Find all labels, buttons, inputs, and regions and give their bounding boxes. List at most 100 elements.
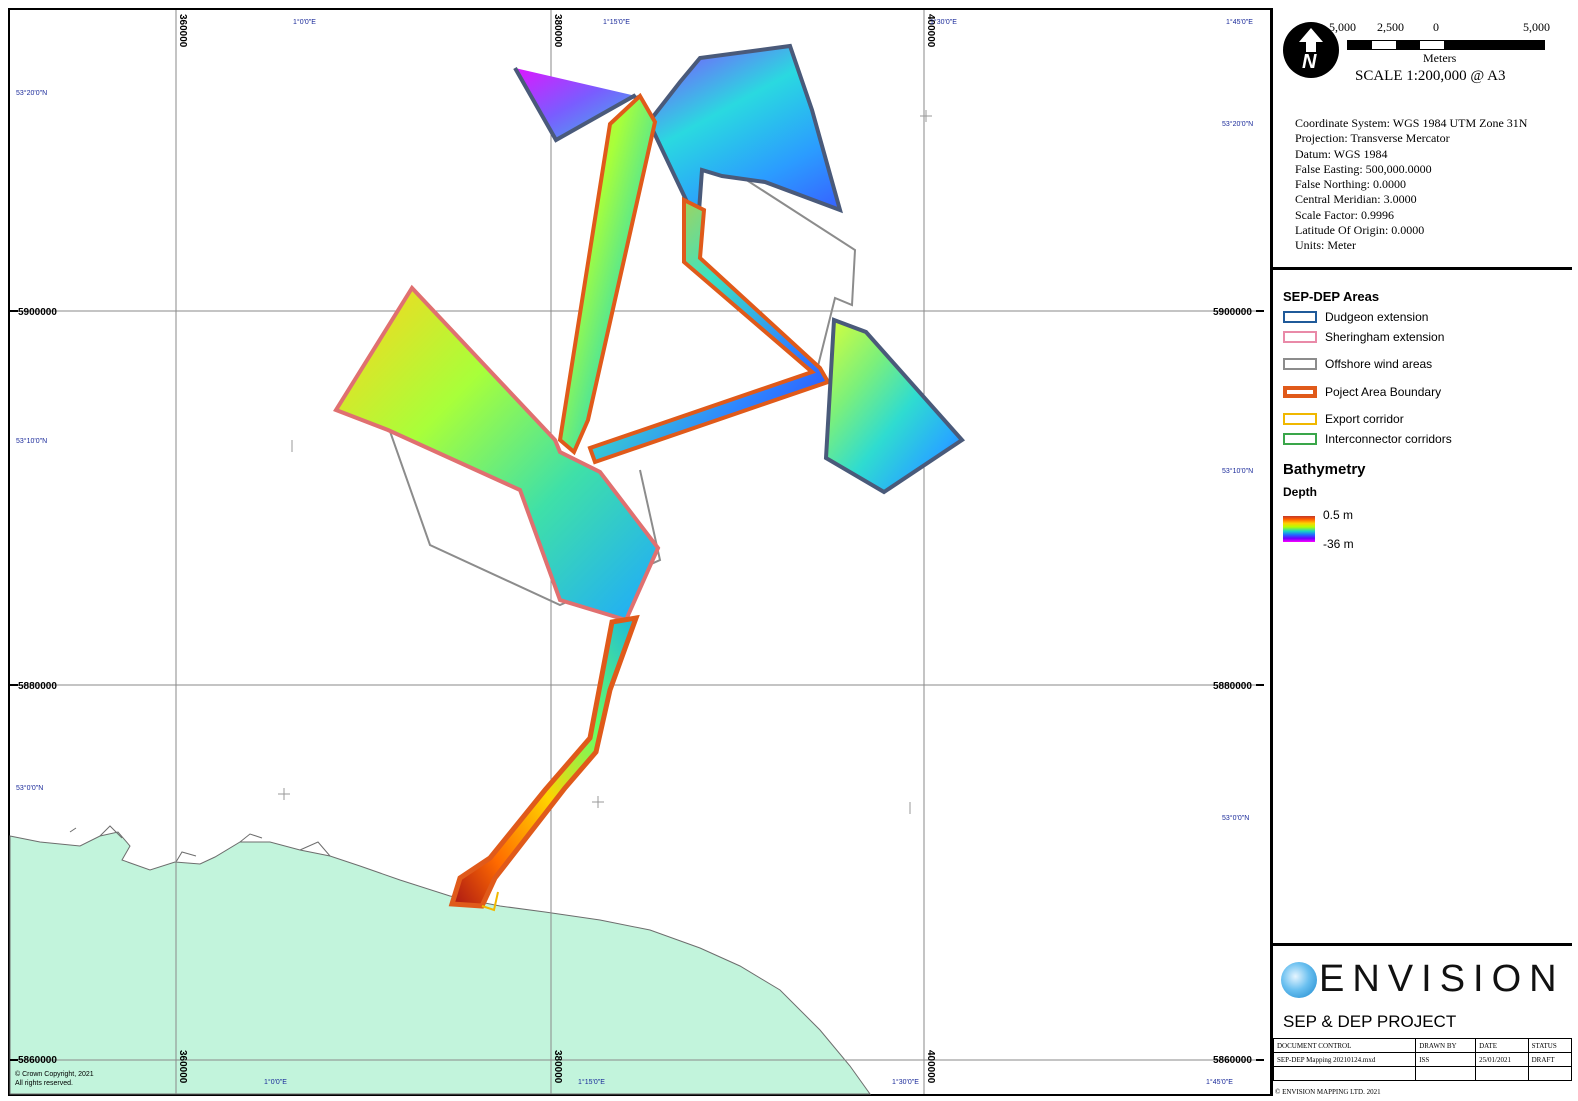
legend-item-dudgeon: Dudgeon extension xyxy=(1283,308,1428,326)
lon-label-top-3: 1°30'0"E xyxy=(930,18,957,26)
scale-label-2: 2,500 xyxy=(1377,20,1404,34)
grid-tick-marks xyxy=(10,310,1264,1061)
lon-label-top-2: 1°15'0"E xyxy=(603,18,630,26)
legend-swatch xyxy=(1283,386,1317,398)
title-block: ENVISION SEP & DEP PROJECT DOCUMENT CONT… xyxy=(1272,946,1573,1096)
coord-line: Projection: Transverse Mercator xyxy=(1295,131,1450,146)
export-corridor xyxy=(448,614,640,909)
north-arrow-icon: N xyxy=(1283,22,1339,78)
grid-label-northing-right-1: 5900000 xyxy=(1213,307,1252,318)
dudgeon-north-area xyxy=(513,43,843,233)
grid-label-northing-right-3: 5860000 xyxy=(1213,1055,1252,1066)
dc-header: DOCUMENT CONTROL xyxy=(1272,1038,1417,1053)
dc-header: STATUS xyxy=(1527,1038,1573,1053)
dc-value: 25/01/2021 xyxy=(1475,1052,1529,1067)
lat-label-right-3: 53°0'0"N xyxy=(1222,814,1249,822)
scale-panel: N 5,000 2,500 0 5,000 Meters SCALE 1:200… xyxy=(1273,8,1572,270)
side-panel: N 5,000 2,500 0 5,000 Meters SCALE 1:200… xyxy=(1270,8,1573,1096)
grid-lines xyxy=(10,10,1264,1094)
coord-line: Latitude Of Origin: 0.0000 xyxy=(1295,223,1425,238)
dudgeon-east-area xyxy=(823,317,966,495)
grid-label-northing-left-3: 5860000 xyxy=(18,1055,57,1066)
lon-label-bottom-2: 1°15'0"E xyxy=(578,1078,605,1086)
coastline-creeks xyxy=(69,825,331,863)
legend-label: Poject Area Boundary xyxy=(1325,385,1442,399)
legend-label: Offshore wind areas xyxy=(1325,357,1433,371)
export-corridor-landfall xyxy=(481,891,499,912)
offshore-wind-area-east xyxy=(699,149,857,379)
grid-label-easting-bottom-1: 360000 xyxy=(177,1050,188,1084)
lon-label-bottom-3: 1°30'0"E xyxy=(892,1078,919,1086)
map-canvas[interactable]: 5900000 5880000 5860000 5900000 5880000 … xyxy=(0,0,1270,1101)
dc-value: DRAFT xyxy=(1527,1052,1573,1067)
legend-swatch xyxy=(1283,331,1317,343)
globe-icon xyxy=(1281,962,1317,998)
lon-label-top-4: 1°45'0"E xyxy=(1226,18,1253,26)
legend-item-sheringham: Sheringham extension xyxy=(1283,328,1444,346)
lon-label-bottom-1: 1°0'0"E xyxy=(264,1078,287,1086)
coordinate-info: Coordinate System: WGS 1984 UTM Zone 31N… xyxy=(1295,116,1527,254)
legend-item-interconnector: Interconnector corridors xyxy=(1283,430,1452,448)
north-east-corridor xyxy=(587,196,831,465)
dc-value: ISS xyxy=(1415,1052,1477,1067)
dc-empty xyxy=(1475,1066,1529,1081)
land-area xyxy=(9,831,871,1095)
legend-label: Dudgeon extension xyxy=(1325,310,1429,324)
bathymetry-title: Bathymetry xyxy=(1283,461,1366,478)
legend-swatch xyxy=(1283,413,1317,425)
grid-label-easting-top-2: 380000 xyxy=(552,14,563,48)
coord-line: False Easting: 500,000.0000 xyxy=(1295,161,1432,176)
grid-label-easting-top-1: 360000 xyxy=(177,14,188,48)
scale-label-4: 5,000 xyxy=(1523,20,1550,34)
legend-label: Sheringham extension xyxy=(1325,330,1445,344)
depth-color-ramp xyxy=(1283,516,1315,542)
legend-item-project-boundary: Poject Area Boundary xyxy=(1283,383,1441,401)
legend-panel: SEP-DEP Areas Dudgeon extension Sheringh… xyxy=(1273,270,1572,946)
grid-label-easting-bottom-3: 400000 xyxy=(925,1050,936,1084)
grid-label-northing-left-1: 5900000 xyxy=(18,307,57,318)
legend-item-offshore-wind: Offshore wind areas xyxy=(1283,355,1432,373)
dc-header: DATE xyxy=(1475,1038,1529,1053)
document-control-table: DOCUMENT CONTROL DRAWN BY DATE STATUS SE… xyxy=(1272,1038,1573,1081)
project-title: SEP & DEP PROJECT xyxy=(1283,1012,1457,1031)
legend-item-export-corridor: Export corridor xyxy=(1283,410,1404,428)
dc-empty xyxy=(1272,1066,1417,1081)
company-logo: ENVISION xyxy=(1319,958,1565,1000)
coord-line: Scale Factor: 0.9996 xyxy=(1295,207,1394,222)
grid-label-easting-bottom-2: 380000 xyxy=(552,1050,563,1084)
legend-swatch xyxy=(1283,311,1317,323)
depth-max-label: 0.5 m xyxy=(1323,508,1354,522)
legend-title: SEP-DEP Areas xyxy=(1283,289,1380,304)
coord-line: Coordinate System: WGS 1984 UTM Zone 31N xyxy=(1295,116,1528,130)
grid-label-easting-top-3: 400000 xyxy=(925,14,936,48)
dc-empty xyxy=(1415,1066,1477,1081)
lat-label-left-2: 53°10'0"N xyxy=(16,437,47,445)
offshore-wind-area-west xyxy=(385,419,662,607)
scale-ratio: SCALE 1:200,000 @ A3 xyxy=(1355,68,1506,84)
legend-label: Interconnector corridors xyxy=(1325,432,1452,446)
north-letter: N xyxy=(1302,51,1317,73)
lat-label-right-2: 53°10'0"N xyxy=(1222,467,1253,475)
scale-units: Meters xyxy=(1423,51,1457,65)
dc-empty xyxy=(1527,1066,1573,1081)
dc-header: DRAWN BY xyxy=(1415,1038,1477,1053)
grid-label-northing-left-2: 5880000 xyxy=(18,681,57,692)
legend-swatch xyxy=(1283,433,1317,445)
scale-label-1: 5,000 xyxy=(1329,20,1356,34)
legend-swatch xyxy=(1283,358,1317,370)
lat-label-left-1: 53°20'0"N xyxy=(16,89,47,97)
grid-label-northing-right-2: 5880000 xyxy=(1213,681,1252,692)
crown-copyright-line-1: © Crown Copyright, 2021 xyxy=(15,1070,94,1078)
graticule-crosses xyxy=(278,110,932,814)
lat-label-left-3: 53°0'0"N xyxy=(16,784,43,792)
coord-line: Datum: WGS 1984 xyxy=(1295,146,1388,161)
north-corridor xyxy=(557,92,658,456)
envision-copyright: © ENVISION MAPPING LTD. 2021 xyxy=(1275,1088,1381,1096)
dc-value: SEP-DEP Mapping 20210124.mxd xyxy=(1272,1052,1417,1067)
depth-min-label: -36 m xyxy=(1323,537,1354,551)
coord-line: Central Meridian: 3.0000 xyxy=(1295,192,1417,207)
depth-label: Depth xyxy=(1283,485,1317,499)
coord-line: False Northing: 0.0000 xyxy=(1295,177,1406,192)
legend-label: Export corridor xyxy=(1325,412,1404,426)
lon-label-top-1: 1°0'0"E xyxy=(293,18,316,26)
